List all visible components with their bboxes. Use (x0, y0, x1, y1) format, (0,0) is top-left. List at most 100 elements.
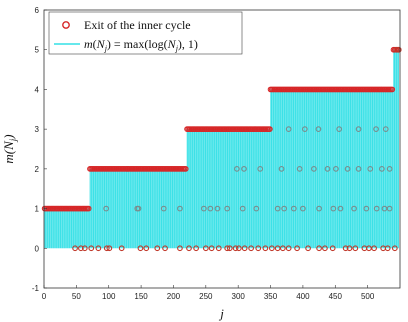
x-tick-label: 350 (264, 292, 278, 301)
inner-point-marker (382, 126, 389, 132)
inner-point-marker (302, 126, 308, 132)
inner-point-marker (381, 205, 388, 212)
inner-point-marker (278, 166, 285, 172)
inner-point-marker (81, 245, 88, 252)
x-tick-label: 300 (232, 292, 246, 301)
inner-point-marker (337, 205, 344, 212)
inner-point-marker (311, 166, 317, 172)
x-tick-label: 100 (102, 292, 116, 301)
inner-point-marker (352, 245, 359, 252)
inner-point-marker (224, 245, 231, 252)
inner-point-marker (342, 245, 349, 252)
inner-point-marker (214, 205, 221, 212)
inner-point-marker (281, 205, 287, 212)
inner-point-marker (373, 126, 379, 132)
inner-point-marker (315, 126, 322, 132)
inner-point-marker (316, 205, 322, 212)
inner-point-marker (186, 245, 192, 252)
inner-point-marker (193, 245, 199, 252)
inner-point-marker (274, 245, 281, 252)
y-tick-label: 1 (35, 205, 40, 214)
inner-point-marker (248, 245, 254, 252)
inner-point-marker (160, 205, 167, 212)
inner-point-marker (322, 245, 328, 252)
inner-point-marker (285, 245, 292, 252)
inner-point-marker (386, 166, 393, 172)
inner-point-marker (202, 245, 209, 252)
inner-point-marker (300, 205, 306, 212)
legend-label-formula: m(Nj) = max(log(Nj), 1) (84, 37, 198, 53)
inner-point-marker (88, 245, 95, 252)
legend: Exit of the inner cycle m(Nj) = max(log(… (48, 11, 243, 55)
inner-point-marker (257, 166, 264, 172)
inner-point-marker (294, 245, 300, 252)
inner-point-marker (296, 166, 303, 172)
legend-box (48, 11, 243, 55)
inner-point-marker (241, 245, 248, 252)
inner-point-marker (393, 46, 399, 53)
inner-point-marker (367, 166, 374, 172)
inner-point-marker (279, 245, 286, 252)
inner-point-marker (395, 46, 402, 53)
exit-point-marker (389, 86, 396, 93)
inner-point-marker (95, 245, 102, 252)
inner-point-marker (241, 166, 247, 172)
x-axis-ticks: 0 50 100 150 200 250 300 350 400 450 500 (42, 285, 375, 301)
inner-point-marker (215, 245, 222, 252)
inner-point-marker (177, 245, 183, 252)
inner-point-marker (253, 205, 260, 212)
inner-point-marker (208, 245, 215, 252)
inner-point-marker (106, 245, 113, 252)
inner-point-marker (177, 205, 183, 212)
plot-frame (43, 9, 401, 289)
x-tick-label: 150 (134, 292, 148, 301)
y-tick-label: 6 (35, 6, 40, 15)
exit-point-marker (85, 205, 92, 212)
inner-point-marker (78, 245, 84, 252)
y-tick-label: 2 (35, 165, 40, 174)
inner-point-marker (371, 245, 377, 252)
y-tick-label: 0 (35, 244, 40, 253)
inner-point-marker (162, 245, 168, 252)
inner-point-marker (72, 245, 78, 252)
legend-marker-exit (62, 21, 70, 29)
inner-point-marker (391, 245, 398, 252)
inner-point-marker (262, 245, 269, 252)
inner-point-marker (366, 245, 372, 252)
inner-point-marker (290, 205, 297, 212)
inner-point-marker (373, 205, 380, 212)
inner-point-marker (330, 205, 337, 212)
x-tick-label: 400 (296, 292, 310, 301)
y-tick-label: 5 (35, 46, 40, 55)
inner-point-marker (201, 205, 207, 212)
inner-point-marker (351, 205, 357, 212)
inner-point-marker (305, 245, 311, 252)
svg-text:m(Nj): m(Nj) (1, 134, 18, 163)
inner-point-marker (316, 245, 322, 252)
x-tick-label: 250 (199, 292, 213, 301)
y-tick-label: 4 (35, 85, 40, 94)
x-tick-label: 0 (42, 292, 47, 301)
legend-label-exit: Exit of the inner cycle (84, 18, 191, 32)
y-axis-label: m(Nj) (1, 134, 18, 163)
y-tick-label: 3 (35, 125, 40, 134)
y-axis-ticks: -1 0 1 2 3 4 5 6 (32, 6, 47, 293)
inner-point-marker (103, 205, 109, 212)
x-axis-label: j (218, 306, 224, 321)
stem-series (44, 49, 400, 249)
inner-point-marker (239, 205, 246, 212)
inner-point-marker (274, 205, 281, 212)
x-tick-label: 200 (167, 292, 181, 301)
inner-point-marker (143, 245, 150, 252)
inner-point-marker (135, 205, 142, 212)
exit-point-marker (182, 166, 189, 172)
inner-point-marker (154, 245, 161, 252)
inner-point-marker (333, 166, 339, 172)
inner-point-marker (255, 245, 262, 252)
inner-point-marker (285, 126, 292, 132)
inner-point-marker (207, 205, 214, 212)
inner-point-marker (329, 245, 336, 252)
inner-point-marker (137, 245, 144, 252)
inner-point-marker (363, 205, 370, 212)
